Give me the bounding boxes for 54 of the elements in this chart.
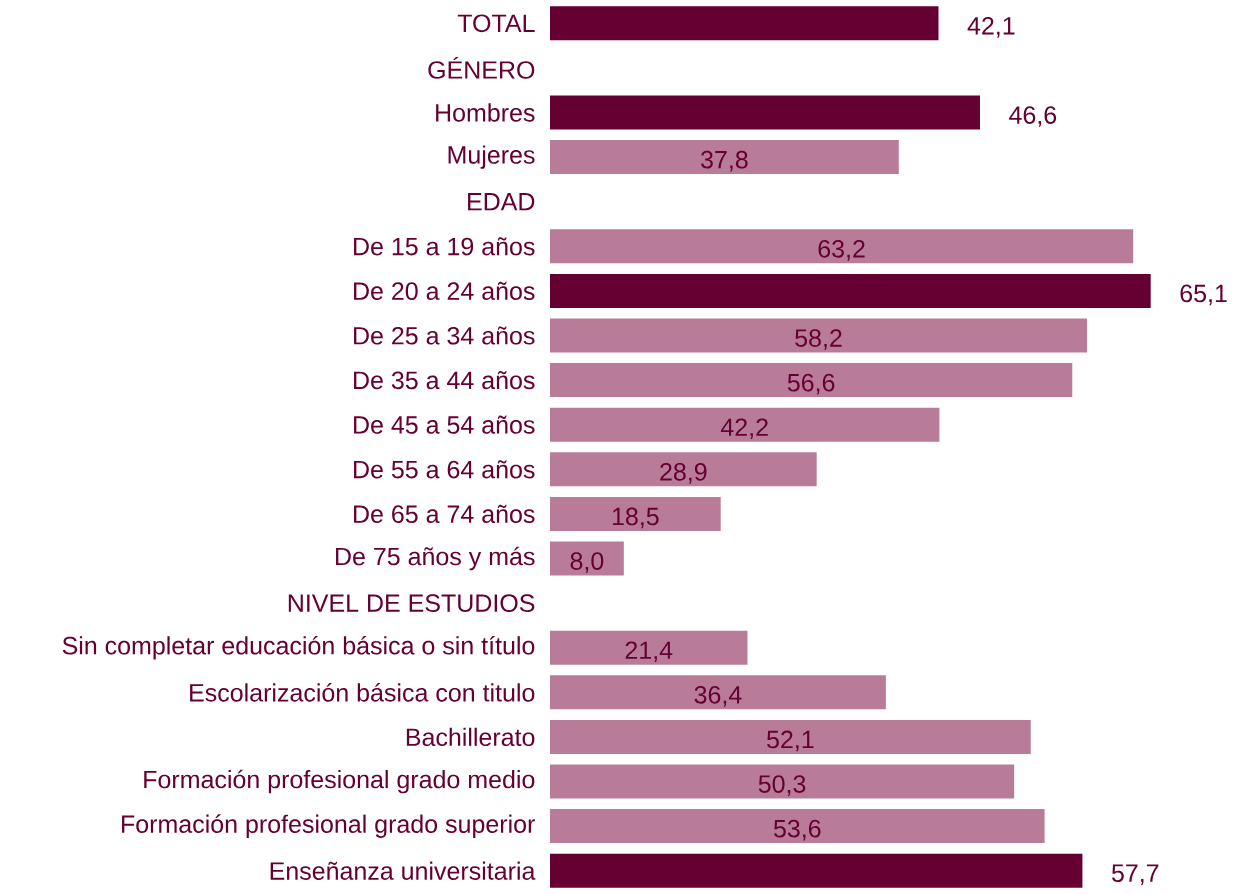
y-tick-label: De 75 años y más: [336, 546, 535, 571]
bar: [549, 496, 721, 531]
data-label: 56,6: [787, 373, 835, 395]
y-tick-label: EDAD: [468, 193, 535, 211]
y-tick-label: De 35 a 44 años: [354, 371, 535, 390]
y-tick-label: Hombres: [436, 103, 535, 122]
y-tick-label: De 55 a 64 años: [354, 460, 535, 479]
y-tick-label: NIVEL DE ESTUDIOS: [288, 594, 535, 612]
bar: [549, 6, 939, 41]
bar: [549, 318, 1088, 353]
bar: [549, 853, 1083, 888]
bar: [549, 363, 1073, 398]
bar: [549, 95, 980, 130]
data-label: 53,6: [773, 819, 821, 841]
bar: [549, 407, 940, 442]
data-label: 18,5: [612, 507, 659, 529]
bar: [549, 764, 1015, 799]
data-label: 63,2: [818, 239, 865, 261]
bar: [549, 452, 817, 487]
y-tick-label: Mujeres: [448, 145, 535, 169]
y-tick-label: Enseñanza universitaria: [270, 861, 536, 880]
data-label: 21,4: [625, 641, 673, 663]
y-tick-label: De 15 a 19 años: [354, 237, 535, 256]
data-label: 37,8: [701, 150, 748, 172]
y-tick-label: De 65 a 74 años: [354, 504, 535, 523]
bar: [549, 675, 886, 710]
bar: [549, 229, 1134, 264]
y-tick-label: Sin completar educación básica o sin título: [62, 635, 535, 660]
y-tick-label: Escolarización básica con titulo: [190, 682, 535, 702]
y-tick-label: Bachillerato: [406, 727, 535, 747]
data-label: 52,1: [767, 730, 814, 752]
data-label: 36,4: [694, 685, 742, 707]
data-label: 8,0: [570, 552, 604, 573]
y-tick-label: Formación profesional grado superior: [122, 814, 535, 838]
bar: [549, 630, 748, 665]
y-tick-label: Formación profesional grado medio: [144, 769, 535, 794]
bar: [549, 273, 1151, 308]
data-label: 58,2: [795, 329, 842, 350]
data-label: 57,7: [1111, 864, 1159, 885]
data-label: 28,9: [660, 462, 707, 484]
bar: [549, 541, 624, 576]
bar: [549, 719, 1031, 754]
data-label: 65,1: [1180, 284, 1227, 306]
y-tick-label: De 45 a 54 años: [354, 415, 535, 434]
bar: [549, 140, 899, 175]
y-tick-label: De 20 a 24 años: [354, 281, 535, 300]
data-label: 46,6: [1009, 106, 1057, 127]
y-tick-label: De 25 a 34 años: [354, 326, 535, 345]
data-label: 42,2: [720, 418, 768, 440]
y-tick-label: TOTAL: [457, 14, 535, 33]
data-label: 50,3: [758, 775, 806, 796]
data-label: 42,1: [967, 16, 1015, 38]
y-tick-label: GÉNERO: [428, 56, 535, 79]
bar: [549, 809, 1045, 844]
